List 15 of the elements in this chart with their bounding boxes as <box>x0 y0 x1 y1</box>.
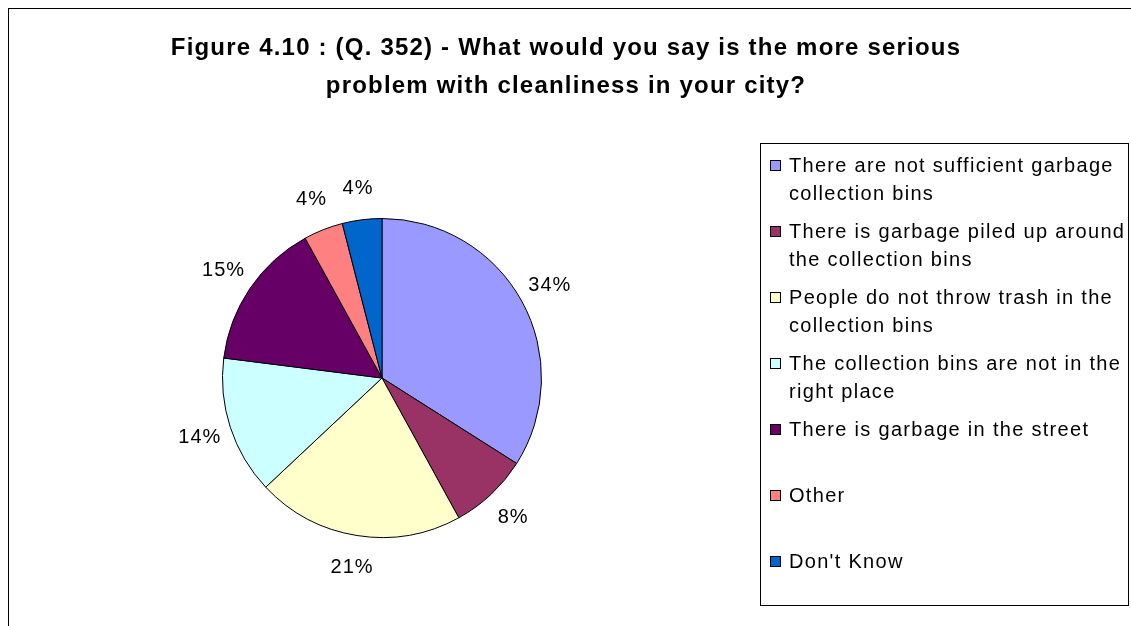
legend-label: Don't Know <box>789 549 905 574</box>
data-label: 8% <box>497 505 529 528</box>
legend-label: The collection bins are not in the right place <box>789 351 1123 404</box>
legend-label: There are not sufficient garbage collection bins <box>789 153 1115 206</box>
data-label: 21% <box>330 554 374 577</box>
data-label: 4% <box>342 175 374 198</box>
legend-label: There is garbage in the street <box>789 417 1091 442</box>
data-label: 4% <box>296 187 327 210</box>
data-label: 14% <box>178 424 222 447</box>
data-label: 34% <box>528 273 572 296</box>
legend-label: People do not throw trash in the collection bins <box>789 285 1114 338</box>
data-label: 15% <box>202 257 246 280</box>
legend-label: There is garbage piled up around the collection bins <box>789 219 1127 272</box>
legend-label: Other <box>789 483 847 508</box>
chart-title: Figure 4.10 : (Q. 352) - What would you say is the more serious problem with cleanliness in your city? <box>169 32 963 100</box>
